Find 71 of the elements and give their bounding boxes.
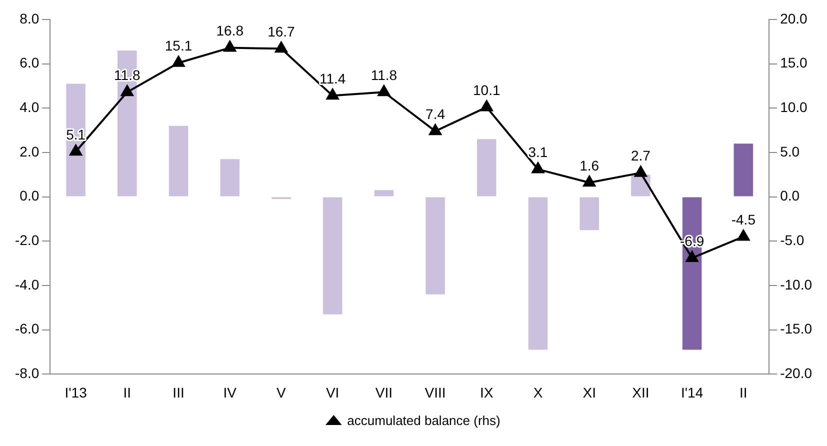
y-tick-label: -6.0 (15, 320, 40, 337)
y-tick-label: -2.0 (15, 232, 40, 248)
x-tick-label: II (123, 384, 132, 400)
point (224, 40, 236, 52)
x-tick-label: XII (632, 384, 650, 400)
x-tick-label: V (276, 384, 287, 400)
point (429, 124, 442, 136)
x-tick-label: VIII (424, 384, 446, 400)
y-tick-label: 4.0 (20, 98, 40, 115)
point (532, 162, 544, 174)
x-tick-label: I'13 (64, 384, 88, 400)
bar (66, 84, 86, 196)
x-tick-label: XI (582, 384, 596, 400)
bar (682, 197, 702, 350)
x-tick-label: VI (326, 384, 340, 400)
point (326, 88, 339, 100)
point (70, 144, 82, 156)
y-tick-label: -8.0 (15, 365, 40, 382)
point (172, 56, 185, 67)
bar (220, 159, 240, 196)
x-tick-label: IV (223, 384, 238, 400)
data-label: -4.5 (731, 212, 756, 228)
point (583, 176, 596, 187)
y2-tick-label: 15.0 (780, 54, 808, 71)
data-label: 16.8 (216, 22, 244, 39)
y-tick-label: 2.0 (20, 143, 40, 160)
data-label: 2.7 (630, 148, 651, 164)
y2-tick-label: -15.0 (780, 320, 812, 337)
bar (477, 139, 496, 196)
y-tick-label: 0.0 (20, 188, 40, 204)
point (737, 230, 750, 241)
y2-tick-label: -5.0 (780, 232, 804, 248)
bar (322, 197, 342, 314)
bar (426, 197, 445, 294)
bar (168, 126, 188, 196)
y2-tick-label: -20.0 (780, 365, 812, 382)
point (480, 100, 493, 112)
data-label: 15.1 (164, 38, 192, 54)
x-tick-label: X (533, 384, 544, 400)
y2-tick-label: 20.0 (780, 10, 808, 26)
y-tick-label: -4.0 (15, 276, 40, 292)
data-label: 3.1 (528, 144, 548, 160)
bar (374, 190, 394, 196)
legend-label: accumulated balance (rhs) (347, 413, 500, 428)
data-label: 5.1 (66, 126, 86, 142)
data-label: 16.7 (268, 24, 296, 40)
bar (528, 197, 548, 350)
data-label: 1.6 (580, 157, 600, 174)
bar (734, 144, 754, 196)
x-tick-label: I'14 (680, 384, 704, 400)
x-tick-label: II (740, 384, 748, 400)
x-tick-label: VII (375, 384, 392, 400)
data-label: 11.8 (370, 66, 398, 83)
data-label: 7.4 (426, 106, 446, 122)
point (634, 166, 647, 177)
y-tick-label: 6.0 (20, 54, 40, 71)
bar (580, 197, 599, 230)
y2-tick-label: 10.0 (780, 98, 808, 115)
data-label: 11.4 (319, 70, 346, 87)
y2-tick-label: 5.0 (780, 143, 800, 160)
y2-tick-label: 0.0 (780, 188, 800, 204)
point (378, 85, 390, 96)
point (686, 251, 698, 262)
y-tick-label: 8.0 (20, 10, 40, 26)
point (275, 42, 288, 53)
y2-tick-label: -10.0 (780, 276, 812, 292)
point (120, 85, 134, 96)
data-label: 10.1 (473, 82, 500, 98)
x-tick-label: III (172, 384, 184, 400)
x-tick-label: IX (480, 384, 494, 400)
data-label: 11.8 (114, 66, 140, 83)
